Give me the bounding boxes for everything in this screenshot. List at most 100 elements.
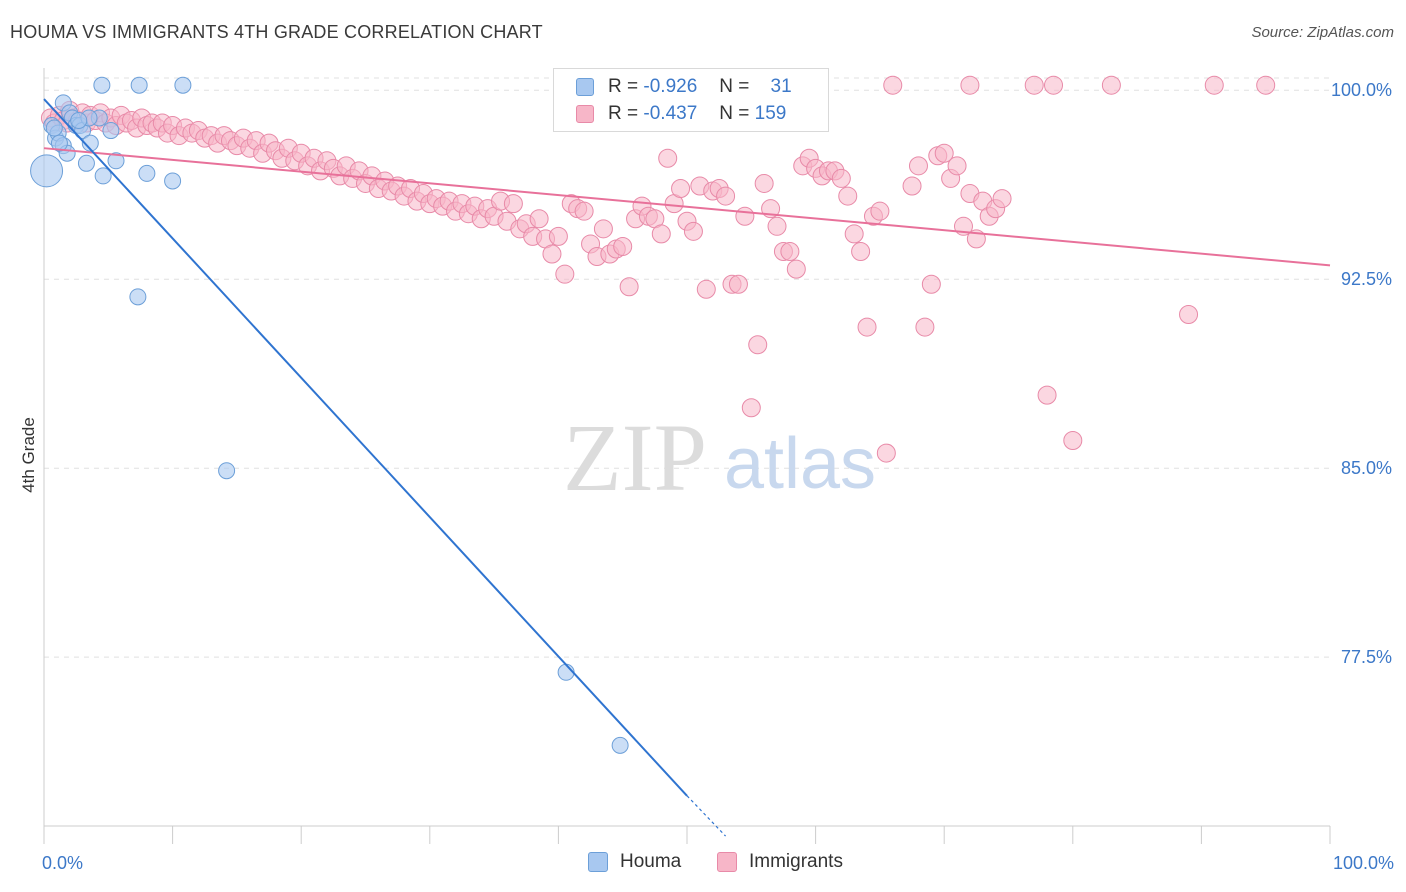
- houma-point: [45, 119, 63, 137]
- axes: [43, 68, 1331, 844]
- houma-trend-extension: [686, 795, 727, 837]
- immigrants-point: [934, 143, 954, 163]
- imm-n-value: 159: [754, 103, 787, 124]
- houma-point: [107, 152, 125, 170]
- immigrants-point: [1256, 75, 1276, 95]
- immigrants-point: [838, 186, 858, 206]
- immigrants-point: [857, 317, 877, 337]
- immigrants-point: [741, 398, 761, 418]
- immigrants-point: [870, 201, 890, 221]
- houma-legend-swatch: [588, 852, 608, 872]
- immigrants-point: [593, 219, 613, 239]
- immigrants-point: [960, 75, 980, 95]
- immigrants-legend-swatch: [717, 852, 737, 872]
- immigrants-point: [728, 274, 748, 294]
- immigrants-point: [1024, 75, 1044, 95]
- immigrants-point: [683, 221, 703, 241]
- legend-row-houma: R = -0.926 N = 31: [576, 75, 792, 99]
- houma-legend-label: Houma: [620, 851, 682, 872]
- immigrants-swatch: [576, 105, 594, 123]
- immigrants-point: [851, 242, 871, 261]
- immigrants-point: [555, 264, 575, 284]
- immigrants-point: [1204, 75, 1224, 95]
- immigrants-point: [754, 173, 774, 193]
- immigrants-point: [786, 259, 806, 279]
- y-tick-label: 77.5%: [1341, 647, 1392, 667]
- y-axis-label: 4th Grade: [19, 417, 38, 493]
- immigrants-point: [748, 335, 768, 355]
- series-legend: Houma Immigrants: [0, 851, 1406, 879]
- houma-r-value: -0.926: [643, 76, 698, 97]
- immigrants-point: [696, 279, 716, 299]
- watermark-zip: ZIP: [563, 404, 707, 511]
- y-tick-label: 92.5%: [1341, 269, 1392, 289]
- immigrants-point: [529, 209, 549, 229]
- immigrants-point: [915, 317, 935, 337]
- x-tick-label: 0.0%: [42, 853, 83, 873]
- immigrants-point: [947, 156, 967, 176]
- houma-point: [164, 172, 182, 190]
- houma-points: [30, 76, 629, 754]
- immigrants-point: [902, 176, 922, 196]
- legend-row-immigrants: R = -0.437 N = 159: [576, 102, 786, 126]
- immigrants-point: [883, 75, 903, 95]
- legend-item-houma[interactable]: Houma: [588, 851, 681, 873]
- immigrants-point: [767, 216, 787, 236]
- y-tick-label: 85.0%: [1341, 458, 1392, 478]
- imm-n-label: N =: [719, 103, 750, 124]
- immigrants-point: [574, 201, 594, 221]
- houma-point: [130, 76, 148, 94]
- imm-r-value: -0.437: [643, 103, 698, 124]
- immigrants-point: [503, 194, 523, 214]
- immigrants-point: [1179, 304, 1199, 324]
- watermark-atlas: atlas: [724, 424, 876, 504]
- immigrants-point: [619, 277, 639, 297]
- immigrants-point: [908, 156, 928, 176]
- immigrants-point: [735, 206, 755, 226]
- houma-r-label: R =: [608, 76, 639, 97]
- immigrants-point: [1037, 385, 1057, 405]
- immigrants-point: [844, 224, 864, 244]
- immigrants-point: [658, 148, 678, 168]
- houma-swatch: [576, 78, 594, 96]
- immigrants-point: [876, 443, 896, 463]
- immigrants-point: [1044, 75, 1064, 95]
- immigrants-point: [542, 244, 562, 264]
- houma-point: [611, 736, 629, 754]
- houma-point: [129, 288, 147, 306]
- chart-title: HOUMA VS IMMIGRANTS 4TH GRADE CORRELATIO…: [10, 22, 543, 42]
- immigrants-trend-line: [43, 147, 1331, 267]
- houma-point: [102, 122, 120, 140]
- legend-item-immigrants[interactable]: Immigrants: [717, 851, 843, 873]
- immigrants-point: [548, 226, 568, 246]
- immigrants-point: [651, 224, 671, 244]
- immigrants-point: [1063, 430, 1083, 450]
- houma-n-label: N =: [719, 76, 750, 97]
- immigrants-point: [831, 168, 851, 188]
- trend-lines: [43, 98, 1331, 837]
- houma-point: [218, 462, 236, 480]
- houma-point: [174, 76, 192, 94]
- immigrants-point: [613, 236, 633, 256]
- immigrants-point: [992, 189, 1012, 209]
- houma-point: [93, 76, 111, 94]
- houma-point: [70, 111, 88, 129]
- immigrants-point: [716, 186, 736, 206]
- houma-point: [77, 154, 95, 172]
- immigrants-point: [1101, 75, 1121, 95]
- x-tick-label: 100.0%: [1333, 853, 1394, 873]
- houma-point: [81, 134, 99, 152]
- houma-point: [30, 154, 64, 188]
- imm-r-label: R =: [608, 103, 639, 124]
- source-label: Source: ZipAtlas.com: [1251, 24, 1394, 41]
- tick-labels: 77.5% 85.0% 92.5% 100.0% 0.0% 100.0%: [42, 80, 1394, 873]
- immigrants-point: [921, 274, 941, 294]
- y-tick-label: 100.0%: [1331, 80, 1392, 100]
- houma-point: [50, 134, 68, 152]
- immigrants-legend-label: Immigrants: [749, 851, 843, 872]
- houma-trend-line: [43, 98, 688, 797]
- immigrants-point: [780, 242, 800, 261]
- houma-point: [138, 164, 156, 182]
- stats-legend: R = -0.926 N = 31 R = -0.437 N = 159: [553, 68, 829, 132]
